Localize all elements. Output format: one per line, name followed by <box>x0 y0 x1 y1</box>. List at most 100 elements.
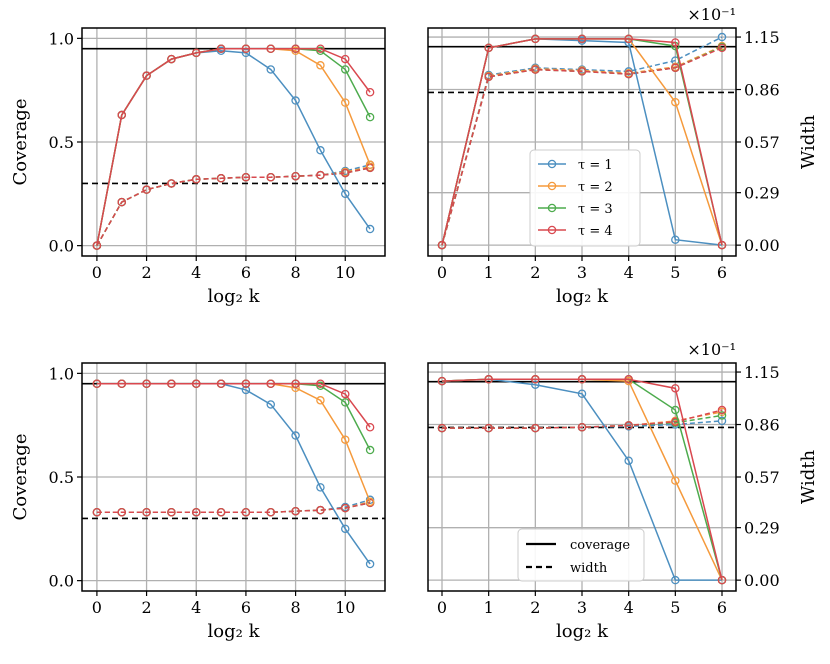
data-point-coverage-tau2 <box>365 497 375 507</box>
data-point-coverage-tau4 <box>437 376 447 386</box>
data-point-coverage-tau2 <box>341 435 350 444</box>
series-line-width-tau2 <box>96 166 371 247</box>
data-point-width-tau4 <box>142 185 151 194</box>
legend-box <box>529 149 641 247</box>
x-tick-label: 4 <box>624 598 634 617</box>
data-point-width-tau4 <box>717 405 727 415</box>
data-point-coverage-tau1 <box>671 235 680 244</box>
series-line-coverage-tau4 <box>441 38 723 246</box>
data-point-coverage-tau1 <box>241 385 251 395</box>
x-tick-label: 8 <box>290 598 300 617</box>
x-tick-label: 0 <box>92 263 102 282</box>
series-line-width-tau3 <box>96 502 371 513</box>
y-tick-label: 0.0 <box>49 237 74 256</box>
data-point-width-tau4 <box>167 507 176 517</box>
data-point-coverage-tau4 <box>577 375 587 384</box>
data-point-coverage-tau4 <box>291 44 300 53</box>
axis-multiplier: ×10⁻¹ <box>687 5 736 24</box>
series-line-coverage-tau2 <box>96 382 371 503</box>
x-axis-label: log₂ k <box>208 286 261 307</box>
x-tick-label: 6 <box>717 263 727 282</box>
data-point-width-tau4 <box>191 175 201 184</box>
data-point-coverage-tau4 <box>437 240 447 250</box>
data-point-width-tau4 <box>241 172 251 182</box>
data-point-width-tau1 <box>717 32 727 42</box>
series-line-width-tau2 <box>441 45 723 246</box>
y-tick-label: 0.57 <box>744 468 780 487</box>
data-point-coverage-tau4 <box>266 44 276 53</box>
x-tick-label: 0 <box>437 263 447 282</box>
series-line-coverage-tau1 <box>96 382 371 565</box>
y-axis-label: Width <box>798 114 819 169</box>
data-point-coverage-tau4 <box>291 379 300 388</box>
data-point-width-tau4 <box>671 63 680 73</box>
y-tick-label: 0.57 <box>744 133 780 152</box>
data-point-coverage-tau4 <box>191 379 201 388</box>
series-line-width-tau4 <box>441 47 723 246</box>
y-tick-label: 0.86 <box>744 81 780 100</box>
data-point-coverage-tau4 <box>241 379 251 388</box>
data-point-coverage-tau4 <box>142 379 151 388</box>
x-tick-label: 3 <box>577 263 587 282</box>
data-point-coverage-tau4 <box>341 389 350 399</box>
y-tick-label: 0.29 <box>744 519 780 538</box>
data-point-coverage-tau4 <box>624 375 633 384</box>
data-point-coverage-tau4 <box>624 34 633 44</box>
x-tick-label: 5 <box>670 598 680 617</box>
series-line-width-tau4 <box>96 167 371 247</box>
data-point-coverage-tau4 <box>316 44 325 53</box>
data-point-coverage-tau4 <box>531 34 540 44</box>
data-point-coverage-tau3 <box>365 112 375 122</box>
y-tick-label: 0.5 <box>49 468 74 487</box>
y-tick-label: 1.15 <box>744 363 780 382</box>
panel-top-right: 0 1 2 3 4 5 6 0.00 0.29 0.57 0.86 1.15 log₂ k Width ×1… <box>427 5 819 307</box>
data-point-width-tau4 <box>266 507 276 517</box>
data-point-width-tau1 <box>717 416 727 426</box>
data-point-width-tau4 <box>117 507 126 517</box>
data-point-width-tau4 <box>484 72 493 82</box>
data-point-coverage-tau1 <box>266 65 276 74</box>
data-point-coverage-tau2 <box>671 476 680 485</box>
legend-swatch-marker <box>547 225 557 235</box>
data-point-width-tau4 <box>624 69 633 79</box>
y-tick-label: 1.0 <box>49 29 74 48</box>
data-point-coverage-tau1 <box>291 96 300 105</box>
data-point-width-tau4 <box>316 170 325 180</box>
data-point-width-tau4 <box>577 422 587 432</box>
series-line-coverage-tau4 <box>441 378 723 581</box>
x-tick-label: 1 <box>484 263 494 282</box>
x-axis-label: log₂ k <box>556 286 609 307</box>
data-point-width-tau4 <box>341 168 350 178</box>
x-tick-label: 0 <box>437 598 447 617</box>
data-point-coverage-tau4 <box>241 44 251 53</box>
y-axis-label: Coverage <box>10 99 31 186</box>
series-line-width-tau4 <box>96 502 371 513</box>
data-point-coverage-tau4 <box>341 54 350 64</box>
data-point-width-tau4 <box>191 507 201 517</box>
data-point-coverage-tau1 <box>531 380 540 389</box>
x-tick-label: 10 <box>335 263 355 282</box>
data-point-coverage-tau1 <box>365 559 375 569</box>
series-line-width-tau2 <box>96 501 371 513</box>
x-tick-label: 2 <box>141 598 151 617</box>
data-point-coverage-tau4 <box>717 240 727 250</box>
data-point-coverage-tau4 <box>531 375 540 384</box>
legend-style: coverage width <box>517 528 645 582</box>
x-tick-label: 4 <box>191 598 201 617</box>
data-point-coverage-tau4 <box>717 575 727 585</box>
data-point-width-tau4 <box>717 43 727 53</box>
data-point-width-tau4 <box>241 507 251 517</box>
data-point-coverage-tau1 <box>341 524 350 534</box>
data-point-coverage-tau3 <box>341 398 350 407</box>
data-point-coverage-tau1 <box>341 189 350 199</box>
x-tick-label: 2 <box>141 263 151 282</box>
data-point-width-tau4 <box>531 423 540 433</box>
series-line-width-tau4 <box>442 409 723 429</box>
x-axis-label: log₂ k <box>556 621 609 642</box>
x-tick-label: 1 <box>484 598 494 617</box>
data-point-coverage-tau4 <box>484 375 493 384</box>
data-point-width-tau3 <box>717 411 727 420</box>
series-line-coverage-tau2 <box>96 47 371 246</box>
x-tick-label: 5 <box>670 263 680 282</box>
